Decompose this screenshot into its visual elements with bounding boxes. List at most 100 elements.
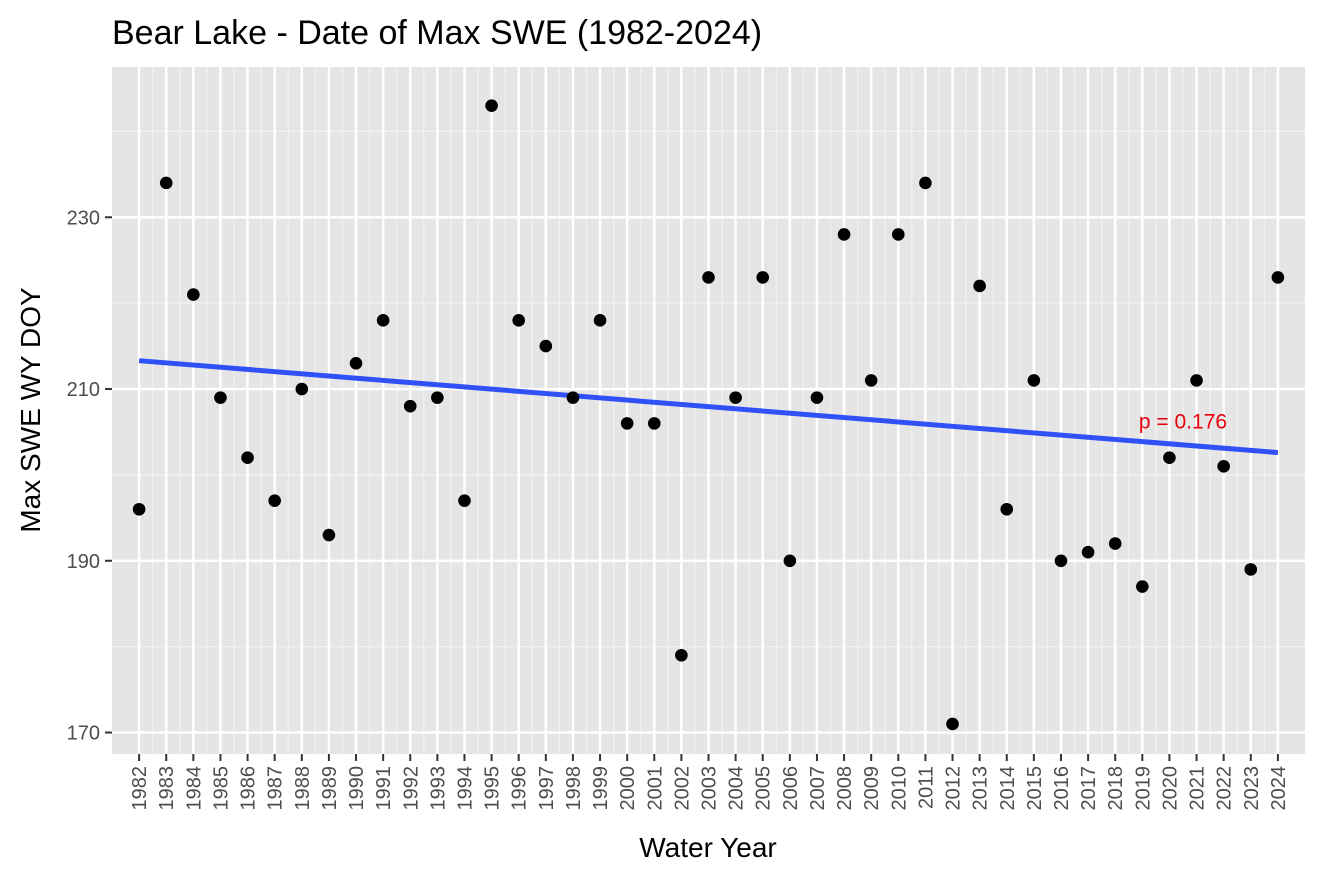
data-point	[376, 314, 390, 327]
x-tick-label: 1992	[400, 766, 422, 811]
p-value-annotation: p = 0.176	[1139, 411, 1227, 434]
x-tick-label: 1999	[590, 766, 612, 811]
x-tick-label: 2001	[644, 766, 666, 811]
data-point	[539, 339, 553, 353]
data-point	[1217, 460, 1230, 473]
x-tick-label: 2010	[888, 766, 910, 811]
x-tick-label: 2003	[699, 766, 721, 811]
x-tick-label: 2008	[834, 766, 856, 811]
x-tick-label: 1990	[346, 766, 368, 811]
x-tick-label: 2011	[915, 766, 937, 809]
x-tick-label: 1985	[210, 766, 232, 811]
data-point	[187, 288, 200, 301]
major-gridlines	[112, 67, 1305, 754]
x-tick-label: 1994	[454, 766, 476, 811]
x-tick-label: 2019	[1132, 766, 1154, 811]
chart-title: Bear Lake - Date of Max SWE (1982-2024)	[112, 14, 762, 52]
x-tick-label: 1987	[265, 766, 287, 811]
data-point	[864, 374, 878, 387]
trend-line	[138, 358, 1279, 456]
data-point	[675, 648, 688, 662]
x-tick-label: 2012	[943, 766, 965, 811]
x-tick-label: 2023	[1241, 766, 1263, 811]
data-point	[1136, 580, 1149, 593]
x-tick-label: 1989	[319, 766, 341, 811]
data-point	[214, 391, 227, 404]
data-point	[891, 228, 905, 241]
data-point	[1163, 451, 1176, 465]
data-point	[322, 528, 336, 542]
data-point	[1108, 537, 1122, 550]
y-tick-label: 170	[67, 723, 100, 745]
data-point	[1190, 374, 1203, 387]
x-tick-label: 1983	[156, 766, 178, 811]
y-axis-ticks: 170 190 210 230	[67, 207, 112, 745]
y-axis-title: Max SWE WY DOY	[15, 287, 46, 533]
data-point	[1271, 271, 1285, 284]
x-tick-label: 2013	[970, 766, 992, 811]
minor-gridlines	[112, 67, 1305, 754]
x-tick-label: 2017	[1078, 766, 1100, 811]
data-point	[431, 391, 444, 404]
x-tick-label: 1988	[292, 766, 314, 811]
x-tick-label: 2016	[1051, 766, 1073, 811]
x-tick-label: 1995	[482, 766, 504, 811]
x-tick-label: 1984	[183, 766, 205, 811]
x-tick-label: 1982	[129, 766, 151, 811]
data-point	[295, 382, 309, 396]
data-point	[946, 717, 959, 731]
data-point	[729, 391, 742, 404]
data-point	[593, 314, 607, 327]
data-point	[973, 279, 986, 293]
x-tick-label: 2000	[617, 766, 639, 811]
x-tick-label: 2015	[1024, 766, 1046, 811]
data-point	[756, 271, 770, 284]
x-axis-ticks: 1982 1983 1984 1985 1986 1987 1988 1989 1990 1991…	[129, 754, 1290, 811]
data-point	[268, 494, 281, 507]
x-tick-label: 2021	[1187, 766, 1209, 811]
data-point	[919, 176, 932, 190]
x-tick-label: 2009	[861, 766, 883, 811]
x-tick-label: 2014	[997, 766, 1019, 811]
x-tick-label: 1993	[427, 766, 449, 811]
y-tick-label: 190	[67, 551, 100, 573]
x-tick-label: 2006	[780, 766, 802, 811]
x-tick-label: 2004	[726, 766, 748, 811]
data-point	[837, 228, 851, 241]
data-point	[403, 399, 417, 413]
x-tick-label: 1998	[563, 766, 585, 811]
data-point	[159, 176, 173, 190]
y-tick-label: 210	[67, 379, 100, 401]
data-point	[702, 271, 715, 284]
x-axis-title: Water Year	[639, 832, 776, 863]
data-point	[1054, 554, 1068, 568]
data-point	[566, 391, 580, 404]
data-point	[647, 417, 661, 430]
data-point	[1081, 545, 1095, 559]
data-point	[241, 451, 254, 465]
data-point	[1244, 563, 1258, 576]
x-tick-label: 2020	[1159, 766, 1181, 811]
x-tick-label: 2018	[1105, 766, 1127, 811]
data-point	[132, 502, 146, 516]
data-point	[1000, 502, 1014, 516]
x-tick-label: 2007	[807, 766, 829, 811]
data-point	[810, 391, 824, 404]
x-tick-label: 1997	[536, 766, 558, 811]
x-tick-label: 2024	[1268, 766, 1290, 811]
x-tick-label: 1991	[373, 766, 395, 811]
x-tick-label: 2022	[1214, 766, 1236, 811]
x-tick-label: 2005	[753, 766, 775, 811]
data-point	[620, 417, 634, 430]
data-point	[349, 356, 363, 370]
y-tick-label: 230	[67, 207, 100, 229]
x-tick-label: 2002	[671, 766, 693, 811]
data-point	[485, 99, 498, 112]
x-tick-label: 1996	[509, 766, 531, 811]
data-point	[512, 314, 526, 327]
data-point	[1027, 374, 1041, 387]
data-point	[783, 554, 797, 568]
x-tick-label: 1986	[238, 766, 260, 811]
data-points	[132, 99, 1285, 731]
